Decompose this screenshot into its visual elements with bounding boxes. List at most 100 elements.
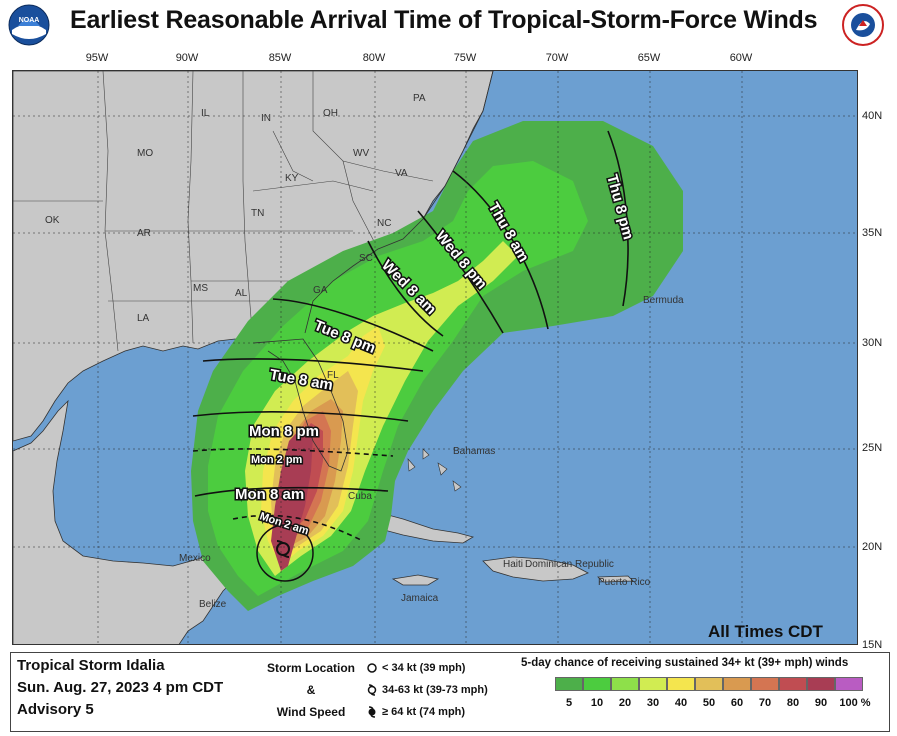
country-label: Jamaica [401, 593, 439, 604]
legend-label-line: Storm Location [266, 661, 355, 675]
state-label: PA [413, 93, 426, 104]
lat-label: 25N [862, 442, 883, 454]
symbol-label: < 34 kt (39 mph) [382, 662, 466, 674]
state-label: FL [327, 370, 339, 381]
symbol-row: 34-63 kt (39-73 mph) [366, 679, 488, 701]
wind-radius-circle [256, 524, 314, 582]
scale-swatch [583, 677, 611, 691]
longitude-labels: 95W 90W 85W 80W 75W 70W 65W 60W [0, 52, 897, 68]
lat-label: 30N [862, 337, 883, 349]
scale-swatch [695, 677, 723, 691]
all-times-label: All Times CDT [708, 622, 823, 641]
scale-swatch [611, 677, 639, 691]
scale-swatch [555, 677, 583, 691]
country-label: Haiti [503, 559, 523, 570]
scale-swatch [667, 677, 695, 691]
lat-label: 15N [862, 639, 883, 651]
state-label: GA [313, 285, 328, 296]
us-east-coast [304, 71, 494, 334]
depression-icon [367, 663, 377, 673]
tropical-storm-icon [367, 684, 377, 696]
state-borders [13, 71, 434, 352]
noaa-logo-icon: NOAA [8, 4, 50, 46]
scale-swatch [639, 677, 667, 691]
scale-swatch [779, 677, 807, 691]
state-label: AR [137, 228, 151, 239]
nws-logo-icon [842, 4, 884, 46]
contour-mon-2am [232, 514, 364, 542]
country-label: Puerto Rico [598, 577, 651, 588]
arrival-label: Mon 8 am [235, 486, 304, 503]
contour-tue-8am [202, 358, 424, 372]
symbol-row: < 34 kt (39 mph) [366, 657, 488, 679]
legend-label-line: Wind Speed [276, 705, 346, 719]
latitude-labels: 40N 35N 30N 25N 20N 15N [862, 70, 897, 651]
probability-scale-labels: 5 10 20 30 40 50 60 70 80 90 100 % [521, 697, 887, 713]
scale-swatch [807, 677, 835, 691]
storm-datetime: Sun. Aug. 27, 2023 4 pm CDT [17, 679, 224, 696]
contour-thu-8pm [607, 130, 629, 307]
lat-label: 35N [862, 227, 883, 239]
place-labels: PA OH IN IL MO WV VA KY TN NC OK AR SC M… [45, 93, 684, 610]
storm-symbols: < 34 kt (39 mph) 34-63 kt (39-73 mph) ≥ … [366, 657, 488, 723]
storm-advisory: Advisory 5 [17, 701, 94, 718]
state-label: WV [353, 148, 369, 159]
header: NOAA Earliest Reasonable Arrival Time of… [0, 0, 897, 48]
arrival-label: Mon 8 pm [249, 423, 319, 440]
country-label: Belize [199, 599, 227, 610]
contour-tue-8pm [272, 298, 434, 352]
scale-label: 20 [618, 697, 632, 709]
contour-mon-8pm [192, 411, 409, 422]
symbol-row: ≥ 64 kt (74 mph) [366, 701, 488, 723]
legend-label-line: & [306, 683, 316, 697]
state-label: VA [395, 168, 408, 179]
scale-swatch [751, 677, 779, 691]
lon-label: 90W [175, 52, 199, 64]
scale-label: 100 % [839, 697, 871, 709]
footer-legend: Tropical Storm Idalia Sun. Aug. 27, 2023… [10, 652, 890, 732]
symbol-label: ≥ 64 kt (74 mph) [382, 706, 466, 718]
country-label: Bahamas [453, 446, 495, 457]
scale-label: 90 [814, 697, 828, 709]
scale-label: 5 [565, 697, 573, 709]
state-label: LA [137, 313, 150, 324]
scale-label: 30 [646, 697, 660, 709]
lon-label: 70W [545, 52, 569, 64]
page-title: Earliest Reasonable Arrival Time of Trop… [70, 6, 818, 34]
contour-wed-8am [367, 240, 444, 337]
map[interactable]: PA OH IN IL MO WV VA KY TN NC OK AR SC M… [12, 70, 858, 645]
state-label: OH [323, 108, 338, 119]
mexico-land [13, 399, 246, 644]
noaa-logo-text: NOAA [19, 17, 40, 24]
contour-mon-8am [194, 486, 389, 497]
scale-label: 50 [702, 697, 716, 709]
state-label: TN [251, 208, 264, 219]
contour-thu-8am [452, 170, 549, 330]
contour-mon-2pm [192, 448, 394, 457]
scale-label: 60 [730, 697, 744, 709]
state-label: MS [193, 283, 208, 294]
probability-title: 5-day chance of receiving sustained 34+ … [521, 657, 849, 669]
state-label: AL [235, 288, 248, 299]
scale-swatch [835, 677, 863, 691]
jamaica-land [391, 574, 440, 586]
storm-location[interactable] [256, 524, 314, 582]
lon-label: 80W [362, 52, 386, 64]
country-label: Bermuda [643, 295, 684, 306]
hispaniola-land [482, 556, 589, 582]
contour-wed-8pm [417, 210, 504, 334]
storm-location-legend-label: Storm Location & Wind Speed [261, 657, 361, 723]
storm-name: Tropical Storm Idalia [17, 657, 165, 674]
country-label: Cuba [348, 491, 372, 502]
scale-label: 70 [758, 697, 772, 709]
arrival-label: Mon 2 pm [251, 454, 303, 466]
cone-90pct [271, 426, 313, 571]
scale-label: 40 [674, 697, 688, 709]
state-label: KY [285, 173, 299, 184]
state-label: MO [137, 148, 153, 159]
lon-label: 60W [729, 52, 753, 64]
lon-label: 95W [85, 52, 109, 64]
state-label: OK [45, 215, 60, 226]
storm-info: Tropical Storm Idalia Sun. Aug. 27, 2023… [17, 655, 223, 721]
country-label: Mexico [179, 553, 211, 564]
